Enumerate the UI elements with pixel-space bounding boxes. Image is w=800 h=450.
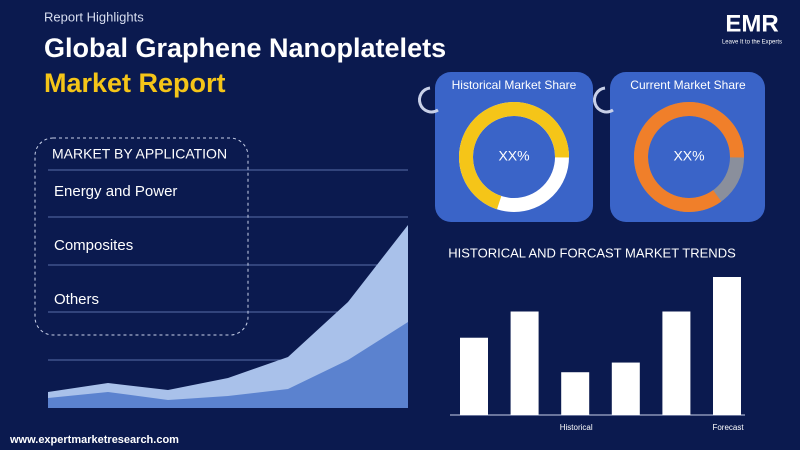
trends-title: HISTORICAL AND FORCAST MARKET TRENDS — [448, 245, 736, 260]
bar — [510, 311, 539, 415]
bar — [713, 277, 741, 415]
donuts: XX% XX% — [459, 102, 744, 212]
donut-segment — [459, 102, 569, 212]
cycle-icon — [593, 86, 614, 114]
x-tick-label: Forecast — [712, 423, 744, 432]
footer-url: www.expertmarketresearch.com — [9, 434, 179, 446]
application-item: Energy and Power — [54, 183, 177, 200]
kicker: Report Highlights — [44, 9, 144, 24]
application-item: Others — [54, 291, 99, 308]
x-tick-label: Historical — [560, 423, 593, 432]
card-title: Current Market Share — [630, 78, 746, 92]
bar — [561, 372, 590, 415]
donut-label: XX% — [673, 148, 704, 164]
application-title: MARKET BY APPLICATION — [52, 146, 227, 162]
bar — [460, 337, 488, 415]
logo-tagline: Leave It to the Experts — [722, 40, 782, 46]
area-chart — [48, 225, 408, 408]
bar — [662, 311, 691, 415]
application-list: Energy and Power Composites Others — [54, 183, 177, 308]
title: Global Graphene Nanoplatelets — [44, 33, 446, 63]
donut-label: XX% — [498, 148, 529, 164]
grid-decoration — [48, 169, 408, 361]
card-title: Historical Market Share — [452, 78, 577, 92]
cycle-icon — [418, 86, 439, 114]
area — [48, 225, 408, 408]
bar-chart: Historical Forecast — [460, 277, 744, 432]
application-box — [34, 137, 249, 336]
logo: EMR — [725, 10, 778, 37]
donut-segment — [634, 102, 744, 212]
application-item: Composites — [54, 237, 133, 254]
title-highlight: Market Report — [44, 68, 226, 98]
bar — [611, 362, 640, 415]
area — [48, 322, 408, 408]
